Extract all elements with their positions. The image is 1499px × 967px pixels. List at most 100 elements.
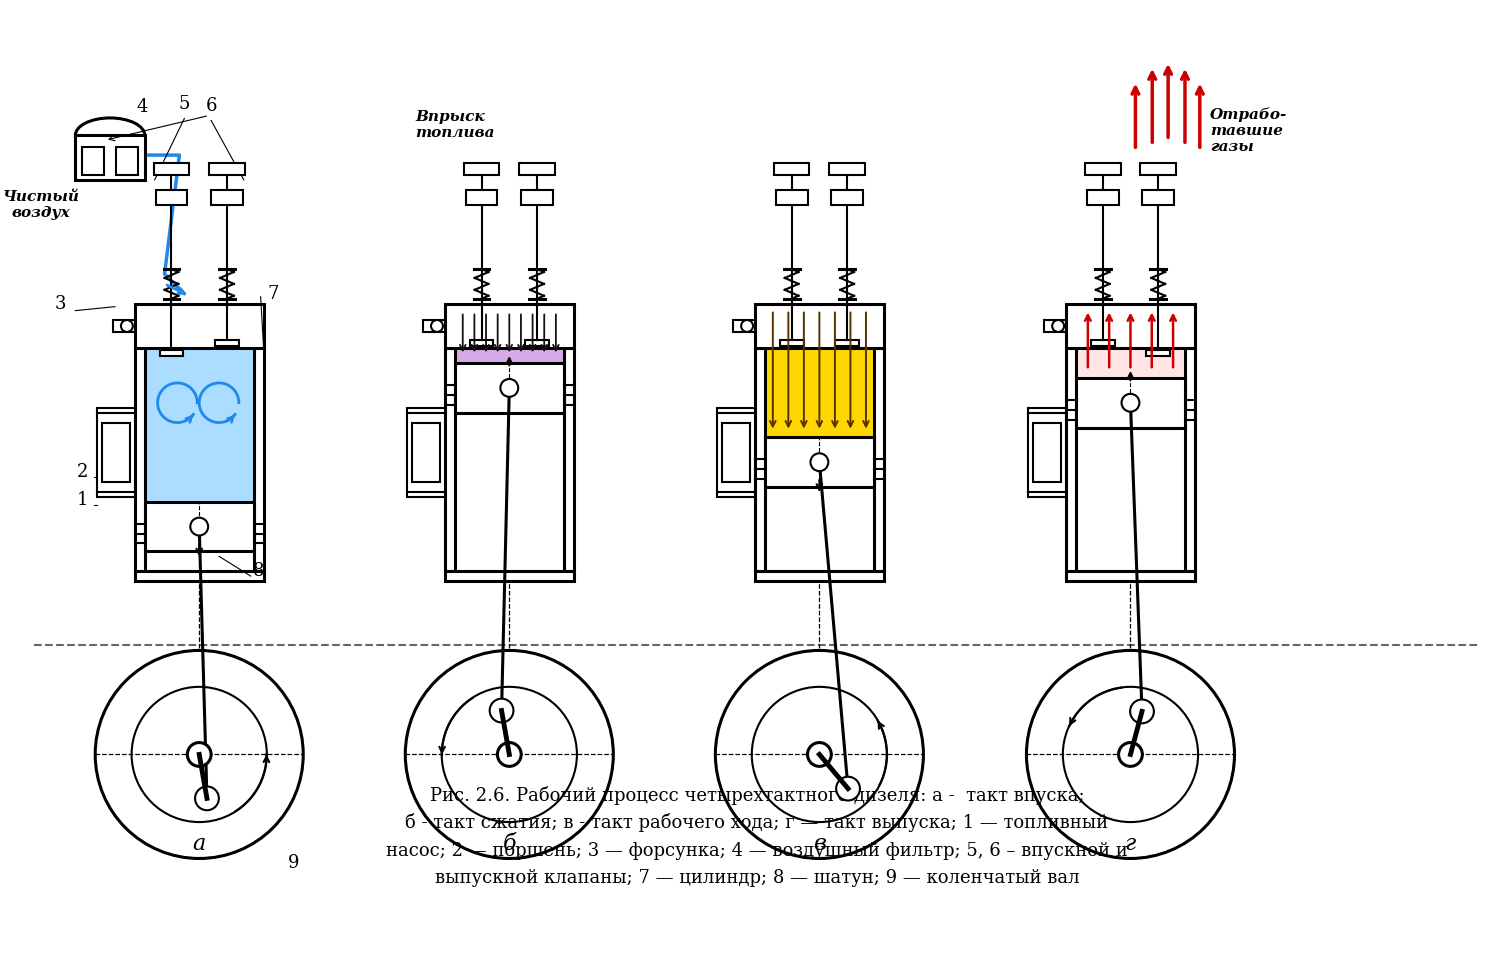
Bar bbox=[1066, 304, 1195, 348]
Bar bbox=[874, 348, 884, 571]
Circle shape bbox=[1027, 651, 1235, 859]
Bar bbox=[463, 163, 499, 175]
Text: 9: 9 bbox=[288, 855, 300, 872]
Bar bbox=[159, 350, 183, 356]
Bar bbox=[764, 437, 874, 487]
Text: 7: 7 bbox=[268, 284, 279, 303]
Bar bbox=[723, 423, 750, 482]
Circle shape bbox=[195, 786, 219, 810]
Bar bbox=[82, 147, 103, 175]
Circle shape bbox=[490, 699, 514, 722]
Bar bbox=[1184, 348, 1195, 571]
Bar bbox=[154, 163, 189, 175]
Bar bbox=[135, 348, 145, 571]
Text: выпускной клапаны; 7 — цилиндр; 8 — шатун; 9 — коленчатый вал: выпускной клапаны; 7 — цилиндр; 8 — шату… bbox=[435, 869, 1079, 888]
Bar bbox=[145, 304, 253, 502]
Text: Впрыск
топлива: Впрыск топлива bbox=[415, 110, 495, 140]
Circle shape bbox=[405, 651, 613, 859]
Bar bbox=[135, 304, 264, 348]
Text: Рис. 2.6. Рабочий процесс четырехтактного дизеля: а -  такт впуска;: Рис. 2.6. Рабочий процесс четырехтактног… bbox=[430, 785, 1084, 805]
Bar bbox=[733, 320, 755, 332]
Bar bbox=[408, 408, 445, 497]
Bar bbox=[1045, 320, 1066, 332]
Circle shape bbox=[741, 320, 752, 332]
Circle shape bbox=[836, 777, 860, 801]
Text: г: г bbox=[1124, 833, 1136, 855]
Text: 8: 8 bbox=[253, 562, 264, 580]
Circle shape bbox=[190, 517, 208, 536]
Text: 1: 1 bbox=[76, 491, 88, 509]
Bar bbox=[1147, 350, 1171, 356]
Bar bbox=[412, 423, 441, 482]
Bar bbox=[522, 190, 553, 205]
Bar bbox=[102, 423, 130, 482]
Bar bbox=[75, 135, 145, 180]
Circle shape bbox=[498, 743, 522, 766]
Bar bbox=[1087, 190, 1118, 205]
Circle shape bbox=[187, 743, 211, 766]
Bar bbox=[445, 571, 574, 581]
Bar bbox=[454, 364, 564, 413]
Text: Отрабо-
тавшие
газы: Отрабо- тавшие газы bbox=[1210, 106, 1288, 154]
Bar bbox=[1066, 571, 1195, 581]
Bar bbox=[445, 304, 574, 348]
Bar bbox=[829, 163, 865, 175]
Bar bbox=[1076, 304, 1184, 378]
Bar bbox=[755, 348, 764, 571]
Circle shape bbox=[501, 379, 519, 396]
Text: б: б bbox=[502, 833, 516, 855]
Bar bbox=[564, 348, 574, 571]
Text: в: в bbox=[812, 833, 826, 855]
Bar bbox=[253, 348, 264, 571]
Circle shape bbox=[811, 454, 829, 471]
Circle shape bbox=[96, 651, 303, 859]
Bar bbox=[1033, 423, 1061, 482]
Circle shape bbox=[432, 320, 442, 332]
Text: 2: 2 bbox=[76, 463, 88, 481]
Bar bbox=[764, 304, 874, 437]
Bar bbox=[519, 163, 555, 175]
Circle shape bbox=[752, 687, 887, 822]
Circle shape bbox=[132, 687, 267, 822]
Bar bbox=[525, 340, 549, 346]
Bar bbox=[115, 147, 138, 175]
Bar bbox=[112, 320, 135, 332]
Bar bbox=[469, 340, 493, 346]
Bar bbox=[1028, 408, 1066, 497]
Bar bbox=[97, 408, 135, 497]
Circle shape bbox=[1118, 743, 1142, 766]
Bar bbox=[210, 163, 244, 175]
Bar bbox=[454, 304, 564, 364]
Text: 4: 4 bbox=[136, 99, 147, 116]
Bar bbox=[145, 502, 253, 551]
Bar bbox=[423, 320, 445, 332]
Text: 3: 3 bbox=[55, 295, 66, 312]
Circle shape bbox=[808, 743, 832, 766]
Bar bbox=[1142, 190, 1174, 205]
Text: б - такт сжатия; в - такт рабочего хода; г — такт выпуска; 1 — топливный: б - такт сжатия; в - такт рабочего хода;… bbox=[405, 813, 1109, 833]
Bar bbox=[214, 340, 238, 346]
Bar bbox=[835, 340, 859, 346]
Text: Чистый
воздух: Чистый воздух bbox=[1, 190, 79, 220]
Text: насос; 2 — поршень; 3 — форсунка; 4 — воздушный фильтр; 5, 6 – впускной и: насос; 2 — поршень; 3 — форсунка; 4 — во… bbox=[387, 841, 1127, 860]
Bar bbox=[466, 190, 498, 205]
Circle shape bbox=[715, 651, 923, 859]
Bar bbox=[1066, 348, 1076, 571]
Bar bbox=[1085, 163, 1121, 175]
Bar bbox=[211, 190, 243, 205]
Bar bbox=[135, 571, 264, 581]
Bar bbox=[779, 340, 803, 346]
Bar bbox=[1076, 378, 1184, 427]
Text: а: а bbox=[192, 833, 205, 855]
Text: 5: 5 bbox=[178, 95, 190, 112]
Bar bbox=[1141, 163, 1177, 175]
Bar bbox=[718, 408, 755, 497]
Circle shape bbox=[442, 687, 577, 822]
Bar bbox=[773, 163, 809, 175]
Bar bbox=[755, 571, 884, 581]
Bar bbox=[1091, 340, 1115, 346]
Text: 6: 6 bbox=[205, 97, 217, 114]
Circle shape bbox=[1063, 687, 1198, 822]
Circle shape bbox=[1130, 699, 1154, 723]
Bar bbox=[755, 304, 884, 348]
